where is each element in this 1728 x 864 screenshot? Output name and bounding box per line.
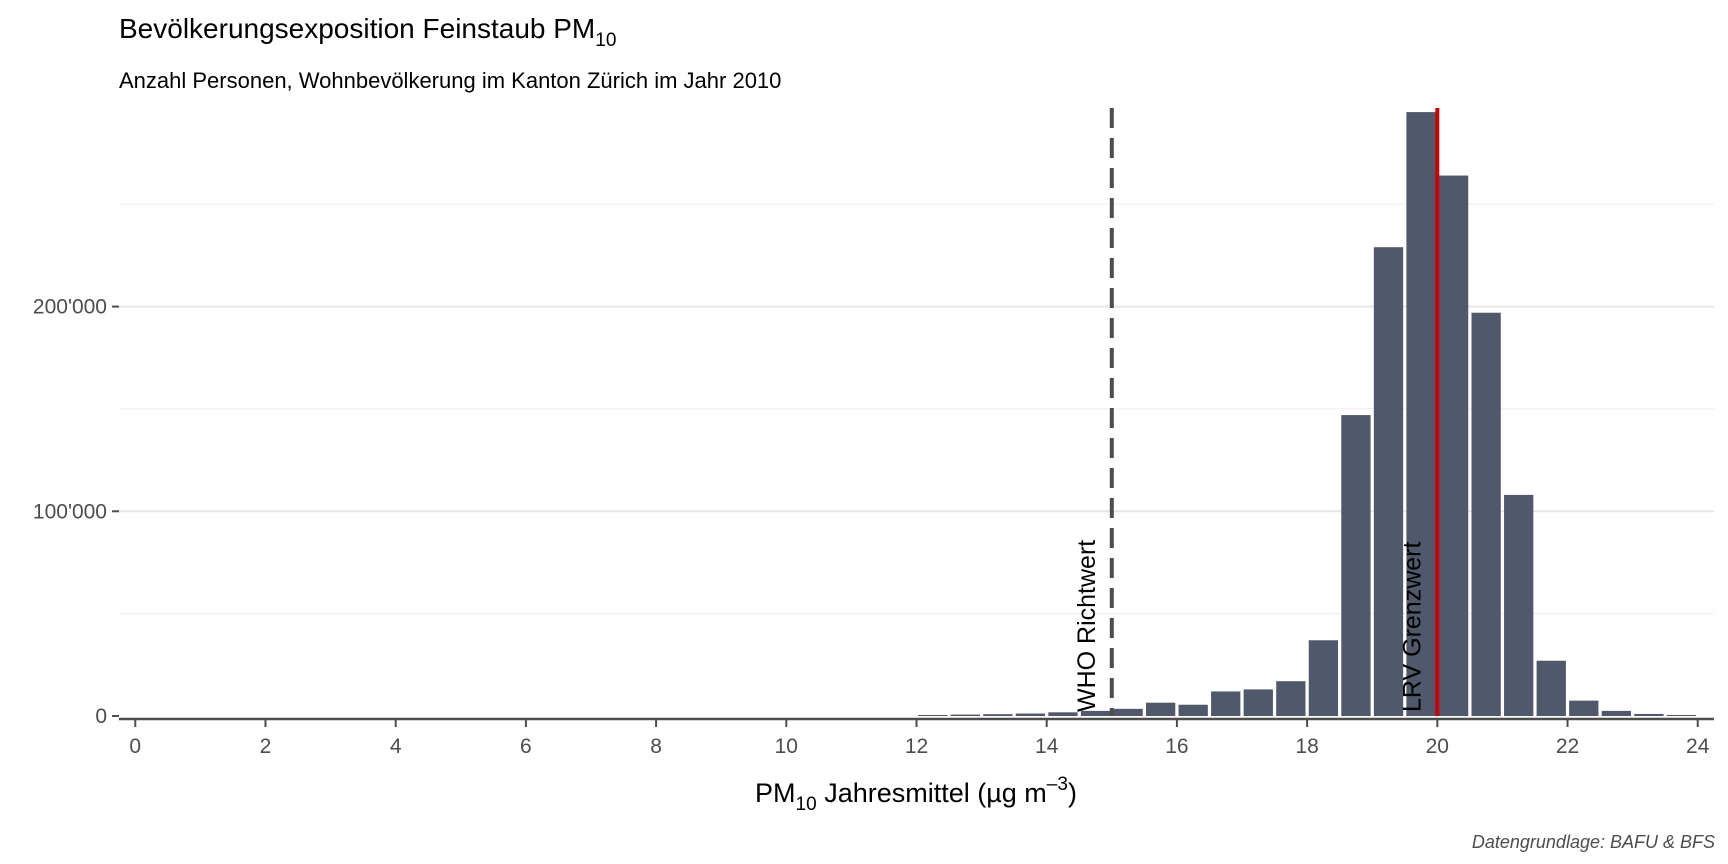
- x-tick-label-12: 24: [1686, 735, 1710, 758]
- bar-2: [983, 714, 1013, 716]
- bar-6: [1113, 708, 1143, 716]
- x-tick-label-8: 16: [1165, 735, 1188, 758]
- chart-subtitle: Anzahl Personen, Wohnbevölkerung im Kant…: [119, 68, 781, 93]
- bar-5: [1080, 710, 1111, 716]
- x-tick-label-4: 8: [650, 735, 662, 758]
- bar-14: [1373, 247, 1404, 716]
- x-tick-label-2: 4: [390, 735, 402, 758]
- reference-line-label-1: LRV Grenzwert: [1398, 542, 1426, 712]
- bar-15: [1406, 112, 1436, 716]
- bar-1: [950, 714, 980, 716]
- x-tick-label-10: 20: [1426, 735, 1449, 758]
- bar-9: [1211, 691, 1241, 716]
- bar-8: [1178, 704, 1208, 716]
- bar-20: [1569, 700, 1599, 716]
- bars: [918, 112, 1697, 717]
- x-axis-ticks: 0 2 4 6 8 10 12 14 16 18 20 22 24: [129, 720, 1710, 758]
- bar-17: [1471, 312, 1501, 716]
- x-tick-label-1: 2: [260, 735, 272, 758]
- caption: Datengrundlage: BAFU & BFS: [1472, 832, 1715, 852]
- x-tick-label-0: 0: [129, 735, 141, 758]
- bar-18: [1504, 494, 1534, 716]
- x-tick-label-9: 18: [1295, 735, 1318, 758]
- bar-19: [1536, 660, 1566, 716]
- reference-lines: WHO Richtwert LRV Grenzwert: [1073, 108, 1440, 716]
- bar-16: [1438, 175, 1469, 717]
- y-tick-label-1: 100'000: [33, 500, 107, 523]
- x-tick-label-5: 10: [775, 735, 798, 758]
- x-tick-label-3: 6: [520, 735, 532, 758]
- bar-3: [1015, 713, 1046, 716]
- x-tick-label-7: 14: [1035, 735, 1059, 758]
- y-tick-label-0: 0: [95, 705, 107, 728]
- bar-7: [1145, 702, 1176, 716]
- bar-10: [1243, 689, 1273, 716]
- x-tick-label-11: 22: [1556, 735, 1579, 758]
- x-tick-label-6: 12: [905, 735, 928, 758]
- x-axis-title: PM10 Jahresmittel (µg m–3): [755, 774, 1077, 815]
- chart-title: Bevölkerungsexposition Feinstaub PM10: [119, 13, 616, 51]
- bar-21: [1601, 710, 1631, 716]
- bar-0: [918, 714, 948, 716]
- reference-line-label-0: WHO Richtwert: [1073, 540, 1101, 712]
- bar-11: [1276, 681, 1306, 716]
- bar-23: [1666, 714, 1697, 716]
- bar-12: [1308, 640, 1339, 716]
- y-tick-label-2: 200'000: [33, 296, 107, 319]
- y-axis-ticks: 0 100'000 200'000: [33, 296, 119, 728]
- bar-13: [1341, 415, 1371, 716]
- bar-4: [1048, 712, 1078, 716]
- bar-22: [1634, 713, 1664, 716]
